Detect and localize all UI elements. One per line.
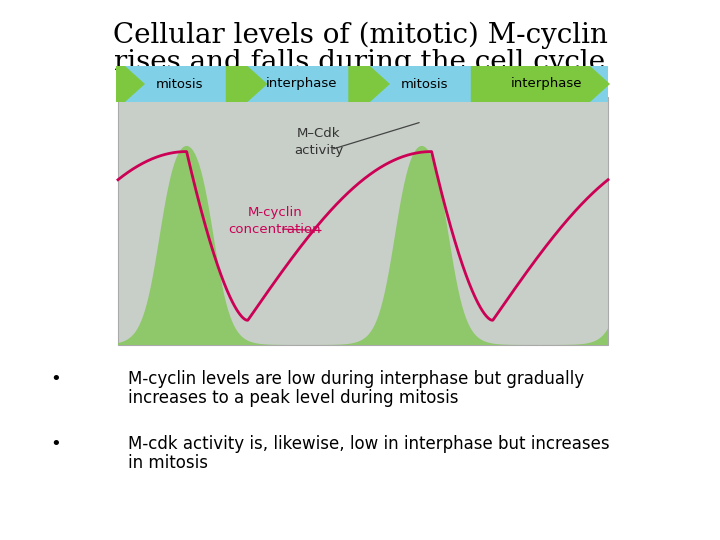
Polygon shape	[363, 66, 485, 102]
Polygon shape	[226, 66, 267, 102]
Text: M-cyclin levels are low during interphase but gradually: M-cyclin levels are low during interphas…	[128, 370, 584, 388]
Polygon shape	[118, 66, 240, 102]
Polygon shape	[471, 66, 610, 102]
Text: •: •	[50, 435, 60, 453]
Polygon shape	[118, 97, 608, 345]
Text: increases to a peak level during mitosis: increases to a peak level during mitosis	[128, 389, 459, 407]
Text: mitosis: mitosis	[156, 78, 203, 91]
Text: M-cdk activity is, likewise, low in interphase but increases: M-cdk activity is, likewise, low in inte…	[128, 435, 610, 453]
Text: rises and falls during the cell cycle: rises and falls during the cell cycle	[114, 49, 606, 76]
Text: concentration: concentration	[228, 223, 321, 236]
Text: in mitosis: in mitosis	[128, 454, 208, 472]
Text: interphase: interphase	[511, 78, 582, 91]
Text: interphase: interphase	[266, 78, 338, 91]
Polygon shape	[348, 66, 390, 102]
Polygon shape	[116, 66, 145, 102]
Polygon shape	[485, 66, 608, 102]
Text: M–Cdk: M–Cdk	[297, 127, 341, 140]
Polygon shape	[118, 146, 608, 345]
Text: M-cyclin: M-cyclin	[248, 206, 302, 219]
Text: mitosis: mitosis	[400, 78, 448, 91]
Text: activity: activity	[294, 144, 343, 157]
Text: Cellular levels of (mitotic) M-cyclin: Cellular levels of (mitotic) M-cyclin	[112, 21, 608, 49]
Polygon shape	[240, 66, 363, 102]
Text: •: •	[50, 370, 60, 388]
